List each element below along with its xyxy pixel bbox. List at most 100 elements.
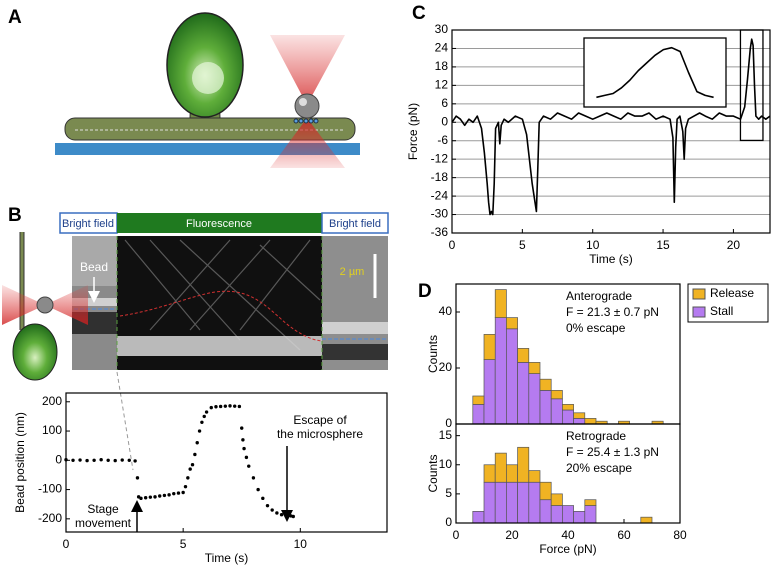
data-point: [190, 462, 195, 467]
annotation: F = 21.3 ± 0.7 pN: [566, 305, 659, 319]
data-point: [200, 420, 204, 424]
data-point: [223, 404, 228, 408]
y-tick-label: 24: [435, 41, 449, 55]
y-tick-label: 0: [55, 452, 62, 466]
histogram-bar: [506, 481, 518, 524]
x-tick-label: 15: [656, 238, 670, 252]
histogram-bar: [573, 418, 586, 425]
histogram-bar: [472, 511, 485, 524]
data-point: [218, 404, 223, 409]
y-tick-label: 6: [441, 96, 448, 110]
histogram-bar: [517, 348, 530, 363]
legend-label: Release: [710, 286, 754, 300]
histogram-bar: [483, 359, 496, 425]
y-tick-label: 18: [435, 59, 449, 73]
annotation: Anterograde: [566, 289, 632, 303]
legend-label: Stall: [710, 304, 733, 318]
data-point: [99, 458, 103, 462]
annotation: movement: [75, 516, 132, 530]
scale-bar-label: 2 µm: [340, 266, 365, 278]
schematic-a: [55, 12, 360, 168]
bead-label: Bead: [80, 260, 108, 274]
x-tick-label: 5: [519, 238, 526, 252]
y-tick-label: 0: [445, 515, 452, 529]
y-axis-label: Counts: [426, 454, 440, 492]
data-point: [143, 496, 148, 500]
histogram-bar: [562, 409, 574, 425]
data-point: [240, 426, 244, 430]
data-point: [244, 455, 249, 460]
histogram-bar: [539, 390, 552, 425]
data-point: [148, 495, 153, 499]
data-point: [237, 404, 242, 409]
x-axis-label: Force (pN): [539, 542, 596, 556]
panel-label: A: [8, 7, 22, 28]
data-point: [186, 476, 190, 480]
histogram-bar: [539, 481, 552, 501]
legend-swatch: [692, 288, 706, 300]
x-axis-label: Time (s): [589, 252, 633, 266]
x-axis-label: Time (s): [205, 551, 249, 565]
x-tick-label: 0: [63, 537, 70, 551]
inset-frame: [583, 37, 727, 108]
histogram-bar: [573, 412, 586, 419]
data-point: [247, 464, 251, 468]
y-tick-label: 0: [441, 114, 448, 128]
histogram-bar: [494, 452, 507, 483]
data-point: [113, 458, 117, 463]
y-tick-label: 0: [445, 416, 452, 430]
y-tick-label: 5: [445, 486, 452, 500]
x-tick-label: 10: [586, 238, 600, 252]
panel-label: D: [418, 281, 432, 302]
data-point: [261, 496, 265, 501]
y-tick-label: -24: [431, 188, 449, 202]
annotation: 20% escape: [566, 461, 632, 475]
y-tick-label: -6: [437, 133, 448, 147]
x-tick-label: 80: [673, 528, 687, 542]
data-point: [153, 495, 157, 499]
data-point: [197, 429, 202, 433]
y-tick-label: -100: [38, 482, 62, 496]
histogram-bar: [539, 378, 552, 391]
x-tick-label: 20: [505, 528, 519, 542]
histogram-bar: [550, 390, 563, 400]
histogram-bar: [506, 464, 518, 483]
histogram-bar: [562, 404, 574, 411]
y-tick-label: 100: [42, 423, 62, 437]
y-tick-label: 20: [439, 360, 453, 374]
y-tick-label: 30: [435, 22, 449, 36]
x-tick-label: 40: [561, 528, 575, 542]
histogram-bar: [584, 499, 597, 506]
data-point: [78, 458, 82, 462]
kymograph: Bright field Fluorescence Bright field B…: [2, 212, 389, 471]
histogram-bar: [528, 362, 541, 374]
plot-frame: [65, 392, 388, 533]
data-point: [270, 508, 274, 512]
histogram-bar: [528, 470, 541, 483]
histogram-bar: [584, 418, 597, 425]
data-point: [133, 459, 137, 463]
header-label: Bright field: [329, 218, 381, 230]
data-point: [214, 405, 218, 409]
histogram-bar: [550, 398, 563, 425]
histogram-bar: [494, 481, 507, 524]
histogram-bar: [528, 481, 541, 524]
histogram-bar: [539, 499, 552, 524]
data-point: [127, 458, 131, 463]
data-point: [176, 491, 181, 495]
data-point: [120, 458, 124, 462]
force-trace: [451, 38, 771, 216]
x-tick-label: 10: [294, 537, 308, 551]
force-trace: [596, 46, 714, 99]
y-tick-label: 200: [42, 394, 62, 408]
data-point: [275, 511, 279, 515]
y-tick-label: -18: [431, 170, 449, 184]
y-axis-label: Force (pN): [406, 103, 420, 160]
annotation: the microsphere: [277, 427, 363, 441]
header-label: Bright field: [62, 218, 114, 230]
data-point: [241, 438, 245, 442]
x-tick-label: 0: [449, 238, 456, 252]
data-point: [193, 452, 197, 457]
